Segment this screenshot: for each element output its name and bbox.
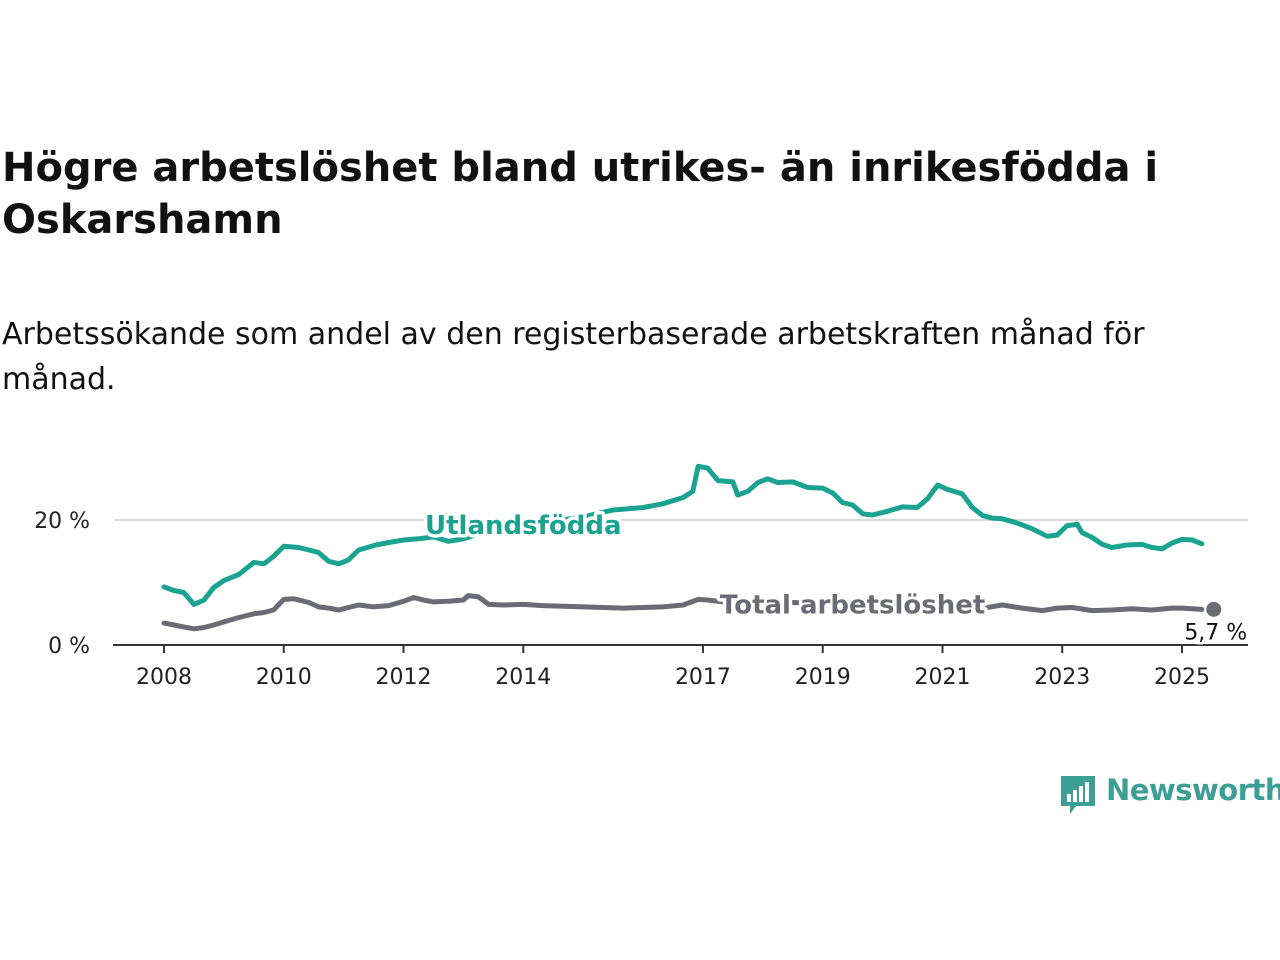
x-tick-label: 2019: [795, 665, 851, 690]
y-tick-label: 20 %: [34, 509, 90, 534]
series-label-halo: Utlandsfödda: [425, 511, 622, 541]
x-axis: [113, 644, 1248, 653]
x-tick-label: 2021: [914, 665, 970, 690]
chart-subtitle: Arbetssökande som andel av den registerb…: [2, 317, 1145, 397]
x-tick-label: 2008: [136, 665, 192, 690]
x-tick-label: 2014: [495, 665, 551, 690]
series-label: Utlandsfödda: [425, 511, 622, 541]
series-lines: [161, 463, 1205, 632]
series-line-1: [161, 593, 1205, 632]
series-label-halo: Total arbetslöshet: [720, 590, 985, 620]
end-point-marker: [1206, 601, 1222, 617]
brand-name: Newsworthy: [1106, 773, 1280, 807]
newsworthy-logo-icon: [1061, 776, 1095, 814]
end-value-label: 5,7 %: [1184, 620, 1247, 645]
x-tick-label: 2017: [675, 665, 731, 690]
y-tick-label: 0 %: [48, 634, 90, 659]
chart-title: Högre arbetslöshet bland utrikes- än inr…: [2, 145, 1159, 243]
x-tick-label: 2012: [376, 665, 432, 690]
x-tick-label: 2025: [1154, 665, 1210, 690]
y-axis-tick-labels: 0 % 20 %: [34, 509, 90, 659]
x-tick-label: 2010: [256, 665, 312, 690]
series-line-0: [161, 463, 1205, 607]
line-chart: 0 % 20 % 2008 2010 2012 2014 2017 2019 2021 2023…: [34, 463, 1250, 690]
series-label: Total arbetslöshet: [720, 590, 985, 620]
x-tick-label: 2023: [1034, 665, 1090, 690]
x-axis-tick-labels: 2008 2010 2012 2014 2017 2019 2021 2023 2025: [136, 665, 1210, 690]
end-value-halo: 5,7 %: [1184, 620, 1247, 645]
